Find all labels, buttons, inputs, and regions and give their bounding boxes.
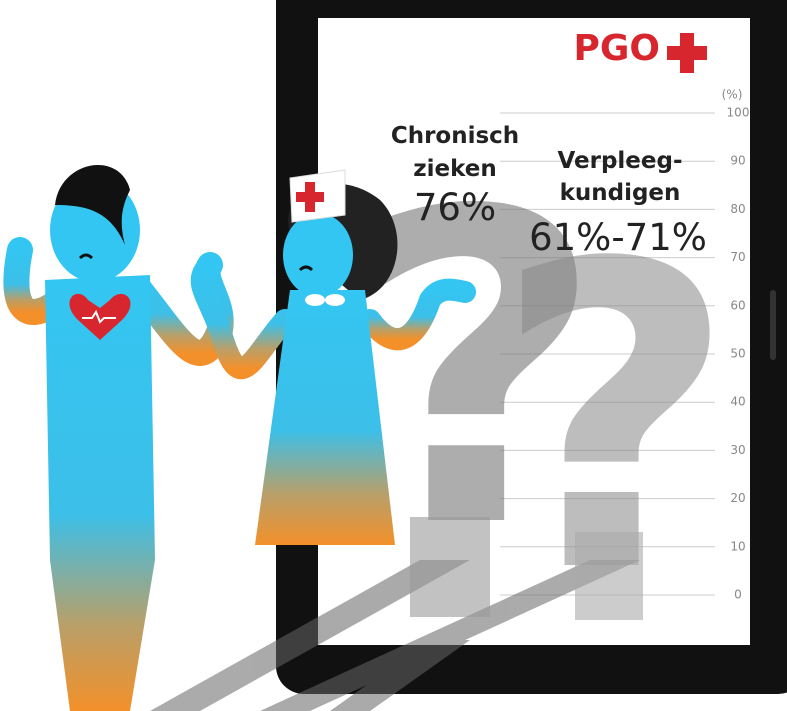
- man: [16, 165, 220, 711]
- group-label: kundigen: [560, 180, 681, 206]
- group-label: Chronisch: [391, 123, 519, 149]
- logo: PGO: [573, 28, 660, 69]
- question-dot: [575, 532, 643, 620]
- question-dot: [410, 517, 490, 617]
- page: PGO (%) 0102030405060708090100 ? ? Chron…: [0, 0, 787, 711]
- tick-label: 100: [727, 106, 750, 120]
- group-value: 76%: [414, 186, 496, 229]
- tablet-button: [770, 290, 776, 360]
- group-label: Verpleeg-: [557, 148, 682, 174]
- group-label: zieken: [413, 156, 497, 182]
- tick-label: 90: [730, 154, 745, 168]
- infographic: PGO (%) 0102030405060708090100 ? ? Chron…: [0, 0, 787, 711]
- axis-unit: (%): [722, 88, 743, 102]
- group-value: 61%-71%: [529, 216, 707, 259]
